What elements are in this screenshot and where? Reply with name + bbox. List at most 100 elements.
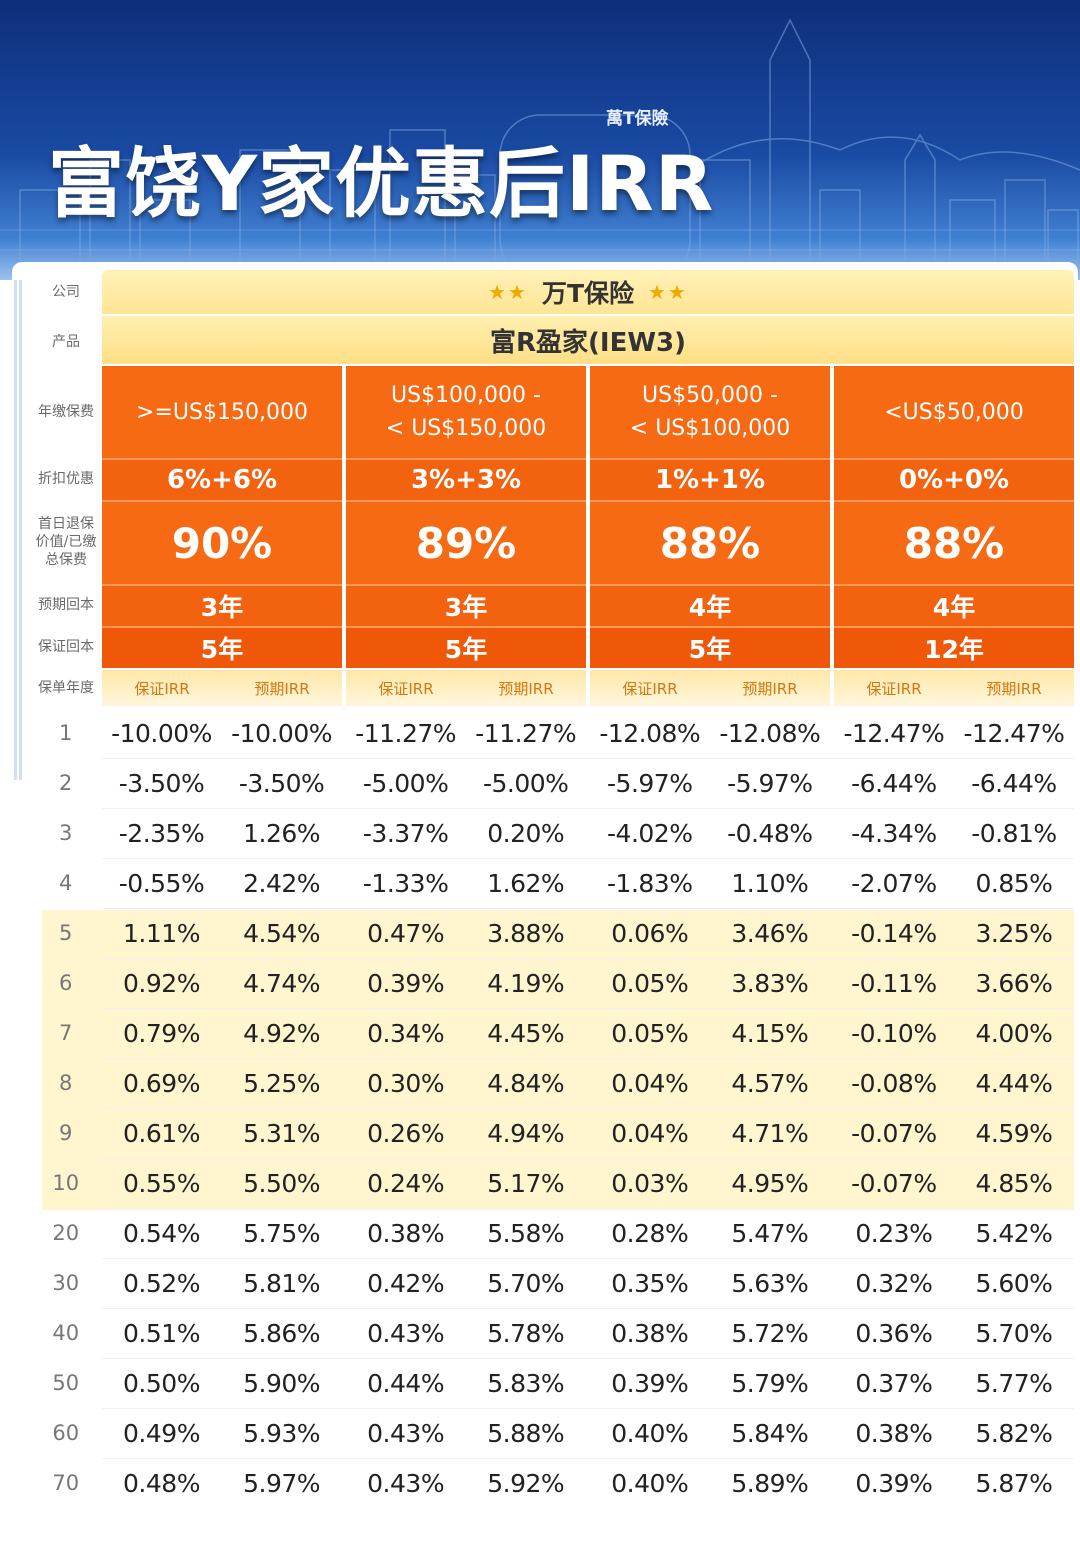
label-discount: 折扣优惠 bbox=[38, 471, 94, 487]
table-row: 70 0.48% 5.97% 0.43% 5.92% 0.40% 5.89% 0.39% 5.8… bbox=[30, 1458, 1074, 1508]
expected-irr-cell: 5.31% bbox=[243, 1118, 321, 1148]
guaranteed-irr-cell: -4.34% bbox=[851, 818, 937, 848]
expected-irr-cell: 5.50% bbox=[243, 1168, 321, 1198]
policy-year-cell: 9 bbox=[59, 1121, 73, 1145]
expected-irr-cell: 4.85% bbox=[975, 1168, 1053, 1198]
tier-guaranteed-breakeven: 12年 bbox=[834, 626, 1074, 668]
tier-premium: US$100,000 - < US$150,000 bbox=[346, 366, 586, 458]
guaranteed-irr-cell: 0.38% bbox=[367, 1218, 445, 1248]
guaranteed-irr-cell: -0.07% bbox=[851, 1118, 937, 1148]
label-product: 产品 bbox=[52, 334, 80, 350]
guaranteed-irr-cell: 0.30% bbox=[367, 1068, 445, 1098]
expected-irr-cell: 5.58% bbox=[487, 1218, 565, 1248]
guaranteed-irr-cell: -2.07% bbox=[851, 868, 937, 898]
guaranteed-irr-cell: 1.11% bbox=[123, 918, 200, 948]
tier-first-day-value: 90% bbox=[102, 500, 342, 584]
guaranteed-irr-cell: 0.24% bbox=[367, 1168, 445, 1198]
table-row: 50 0.50% 5.90% 0.44% 5.83% 0.39% 5.79% 0.37% 5.7… bbox=[30, 1358, 1074, 1408]
expected-irr-cell: 5.47% bbox=[731, 1218, 809, 1248]
guaranteed-irr-cell: -0.07% bbox=[851, 1168, 937, 1198]
guaranteed-irr-cell: 0.42% bbox=[367, 1268, 445, 1298]
policy-year-cell: 8 bbox=[59, 1071, 73, 1095]
expected-irr-cell: 4.74% bbox=[243, 968, 321, 998]
table-row: 2 -3.50% -3.50% -5.00% -5.00% -5.97% -5.97% -6.… bbox=[30, 758, 1074, 808]
expected-irr-cell: -12.08% bbox=[719, 718, 821, 748]
guaranteed-irr-cell: 0.47% bbox=[367, 918, 445, 948]
label-first-day-value: 首日退保价值/已缴总保费 bbox=[35, 516, 97, 568]
guaranteed-irr-cell: 0.44% bbox=[367, 1368, 445, 1398]
expected-irr-cell: 3.46% bbox=[731, 918, 809, 948]
irr-subheader: 保证IRR 预期IRR bbox=[834, 670, 1074, 706]
guaranteed-irr-cell: 0.48% bbox=[123, 1468, 200, 1498]
building-sign: 萬T保險 bbox=[606, 109, 669, 129]
policy-year-cell: 5 bbox=[59, 921, 73, 945]
tier-expected-breakeven: 4年 bbox=[834, 584, 1074, 626]
row-divider bbox=[102, 1058, 1074, 1059]
guaranteed-irr-cell: 0.32% bbox=[855, 1268, 933, 1298]
expected-irr-cell: 1.26% bbox=[243, 818, 321, 848]
guaranteed-irr-cell: 0.23% bbox=[855, 1218, 933, 1248]
guaranteed-irr-cell: 0.38% bbox=[855, 1418, 933, 1448]
row-divider bbox=[102, 858, 1074, 859]
guaranteed-irr-cell: 0.04% bbox=[611, 1068, 689, 1098]
tier-discount: 0%+0% bbox=[834, 458, 1074, 500]
policy-year-cell: 30 bbox=[52, 1271, 80, 1295]
guaranteed-irr-cell: 0.28% bbox=[611, 1218, 689, 1248]
expected-irr-header: 预期IRR bbox=[742, 679, 798, 698]
guaranteed-irr-cell: 0.55% bbox=[123, 1168, 200, 1198]
product-bar: 富R盈家(IEW3) bbox=[102, 316, 1074, 364]
expected-irr-cell: 1.10% bbox=[731, 868, 809, 898]
row-divider bbox=[102, 1358, 1074, 1359]
label-policy-year: 保单年度 bbox=[38, 680, 94, 696]
guaranteed-irr-cell: -0.08% bbox=[851, 1068, 937, 1098]
policy-year-cell: 6 bbox=[59, 971, 73, 995]
expected-irr-cell: 4.94% bbox=[487, 1118, 565, 1148]
product-name: 富R盈家(IEW3) bbox=[490, 327, 686, 358]
row-divider bbox=[102, 1308, 1074, 1309]
guaranteed-irr-cell: 0.39% bbox=[611, 1368, 689, 1398]
table-row: 6 0.92% 4.74% 0.39% 4.19% 0.05% 3.83% -0.11% 3.6… bbox=[30, 958, 1074, 1008]
guaranteed-irr-cell: -5.00% bbox=[362, 768, 449, 798]
row-divider bbox=[102, 908, 1074, 909]
expected-irr-cell: 5.72% bbox=[731, 1318, 809, 1348]
table-row: 10 0.55% 5.50% 0.24% 5.17% 0.03% 4.95% -0.07% 4.… bbox=[30, 1158, 1074, 1208]
side-rail-decoration bbox=[14, 280, 22, 780]
table-row: 5 1.11% 4.54% 0.47% 3.88% 0.06% 3.46% -0.14% 3.2… bbox=[30, 908, 1074, 958]
expected-irr-cell: 5.75% bbox=[243, 1218, 321, 1248]
expected-irr-cell: 5.60% bbox=[975, 1268, 1053, 1298]
guaranteed-irr-cell: 0.92% bbox=[123, 968, 200, 998]
city-skyline-illustration bbox=[0, 18, 1080, 280]
guaranteed-irr-header: 保证IRR bbox=[378, 679, 434, 698]
expected-irr-cell: 5.93% bbox=[243, 1418, 321, 1448]
expected-irr-cell: 5.89% bbox=[731, 1468, 809, 1498]
expected-irr-cell: 4.00% bbox=[975, 1018, 1053, 1048]
tier-first-day-value: 88% bbox=[834, 500, 1074, 584]
policy-year-cell: 70 bbox=[52, 1471, 80, 1495]
guaranteed-irr-header: 保证IRR bbox=[866, 679, 922, 698]
expected-irr-cell: 4.95% bbox=[731, 1168, 809, 1198]
guaranteed-irr-cell: -1.83% bbox=[607, 868, 693, 898]
guaranteed-irr-cell: 0.39% bbox=[367, 968, 445, 998]
expected-irr-cell: 3.88% bbox=[487, 918, 565, 948]
guaranteed-irr-cell: -2.35% bbox=[118, 818, 205, 848]
expected-irr-cell: 5.81% bbox=[243, 1268, 321, 1298]
tier-discount: 6%+6% bbox=[102, 458, 342, 500]
expected-irr-cell: 5.79% bbox=[731, 1368, 809, 1398]
table-row: 4 -0.55% 2.42% -1.33% 1.62% -1.83% 1.10% -2.07%… bbox=[30, 858, 1074, 908]
table-row: 9 0.61% 5.31% 0.26% 4.94% 0.04% 4.71% -0.07% 4.5… bbox=[30, 1108, 1074, 1158]
expected-irr-header: 预期IRR bbox=[498, 679, 554, 698]
guaranteed-irr-cell: 0.40% bbox=[611, 1468, 689, 1498]
table-row: 20 0.54% 5.75% 0.38% 5.58% 0.28% 5.47% 0.23% 5.4… bbox=[30, 1208, 1074, 1258]
policy-year-cell: 7 bbox=[59, 1021, 73, 1045]
premium-line2: < US$150,000 bbox=[385, 416, 547, 441]
tier-expected-breakeven: 3年 bbox=[102, 584, 342, 626]
tier-premium: <US$50,000 bbox=[834, 366, 1074, 458]
tier-first-day-value: 88% bbox=[590, 500, 830, 584]
expected-irr-cell: -6.44% bbox=[971, 768, 1057, 798]
guaranteed-irr-cell: -3.37% bbox=[362, 818, 449, 848]
expected-irr-cell: 5.17% bbox=[487, 1168, 565, 1198]
guaranteed-irr-cell: 0.51% bbox=[123, 1318, 200, 1348]
page-title: 富饶Y家优惠后IRR bbox=[48, 139, 715, 228]
expected-irr-cell: 5.97% bbox=[243, 1468, 321, 1498]
tier-expected-breakeven: 3年 bbox=[346, 584, 586, 626]
